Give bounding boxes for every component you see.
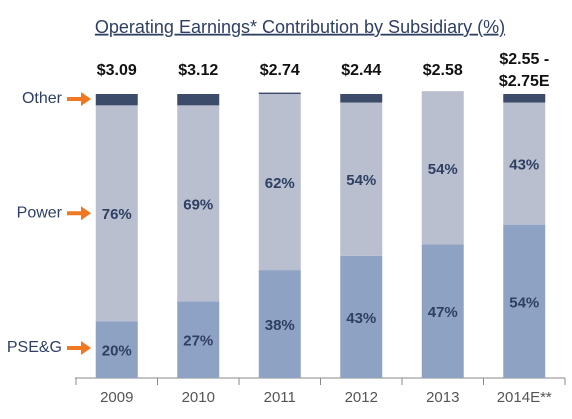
x-tick-label: 2012 xyxy=(345,389,378,406)
legend-arrow xyxy=(67,92,91,106)
bar-segment xyxy=(177,105,220,302)
bar-segment xyxy=(177,94,220,106)
bar-segment xyxy=(340,255,383,378)
top-label: $2.44 xyxy=(341,62,381,79)
x-tick-label: 2009 xyxy=(100,389,133,406)
x-tick-label: 2010 xyxy=(182,389,215,406)
bar-segment xyxy=(340,102,383,256)
value-label: 69% xyxy=(183,196,213,213)
legend-label: PSE&G xyxy=(7,339,62,356)
bar-segment xyxy=(503,224,546,378)
bar-segment xyxy=(95,321,138,378)
legend-arrow xyxy=(67,206,91,221)
chart-title: Operating Earnings* Contribution by Subs… xyxy=(95,17,505,37)
top-label: $3.12 xyxy=(178,62,218,79)
x-tick-label: 2014E** xyxy=(497,389,552,406)
bar-segment xyxy=(258,94,301,271)
value-label: 27% xyxy=(183,333,213,350)
top-label: $2.58 xyxy=(423,62,463,79)
legend-arrow xyxy=(67,341,91,355)
bar-segment xyxy=(95,105,138,322)
value-label: 54% xyxy=(346,172,376,189)
value-label: 20% xyxy=(102,343,132,360)
bar-segment xyxy=(421,91,464,245)
bar-segment xyxy=(421,244,464,378)
legend-label: Other xyxy=(22,90,63,107)
x-tick-label: 2013 xyxy=(426,389,459,406)
value-label: 54% xyxy=(509,294,539,311)
value-label: 62% xyxy=(265,175,295,192)
top-label: $3.09 xyxy=(97,62,137,79)
value-label: 43% xyxy=(509,157,539,174)
bar-segment xyxy=(340,94,383,103)
value-label: 54% xyxy=(428,161,458,178)
bar-segment xyxy=(503,94,546,103)
value-label: 47% xyxy=(428,304,458,321)
x-tick-label: 2011 xyxy=(264,389,296,406)
top-label: $2.74 xyxy=(260,62,300,79)
bar-segment xyxy=(95,94,138,106)
bar-segment xyxy=(258,92,301,94)
top-label: $2.55 - xyxy=(499,51,549,68)
value-label: 43% xyxy=(346,310,376,327)
bar-segment xyxy=(177,301,220,378)
top-label: $2.75E xyxy=(499,73,550,90)
value-label: 38% xyxy=(265,317,295,334)
legend-label: Power xyxy=(17,204,63,221)
value-label: 76% xyxy=(102,206,132,223)
bar-segment xyxy=(503,102,546,225)
bar-segment xyxy=(258,270,301,378)
